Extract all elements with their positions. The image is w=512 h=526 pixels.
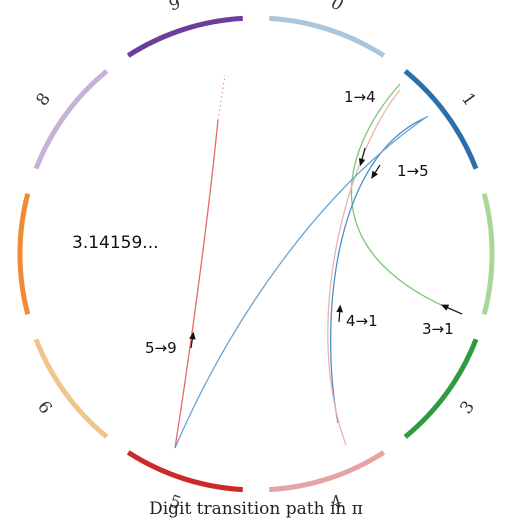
- digit-label-3: 3: [456, 397, 479, 418]
- ring-segment-1: [405, 71, 476, 169]
- digit-label-2: 2: [509, 249, 512, 260]
- digit-label-6: 6: [33, 397, 56, 418]
- ring-segment-7: [20, 194, 28, 315]
- digit-ring: [20, 18, 492, 489]
- digit-label-9: 9: [167, 0, 183, 16]
- digit-label-1: 1: [457, 89, 480, 110]
- ring-segment-3: [405, 339, 476, 437]
- arrow-1-4: [361, 148, 365, 163]
- arrow-1-5: [373, 165, 380, 176]
- ring-segment-9: [128, 18, 243, 55]
- digit-label-0: 0: [329, 0, 346, 16]
- transition-label-4-1: 4→1: [346, 312, 378, 330]
- diagram-caption: Digit transition path in π: [149, 499, 363, 519]
- ring-segment-5: [128, 452, 243, 489]
- arrow-4-1: [339, 308, 340, 322]
- transition-label-1-4: 1→4: [344, 88, 376, 106]
- transition-label-1-5: 1→5: [397, 162, 429, 180]
- transition-curve-3-1: [351, 84, 462, 314]
- ring-segment-0: [269, 18, 384, 55]
- center-text: 3.14159...: [72, 233, 159, 253]
- digit-label-7: 7: [0, 249, 4, 260]
- arrow-3-1: [444, 306, 462, 314]
- ring-segment-4: [269, 452, 384, 489]
- transition-label-5-9: 5→9: [145, 339, 177, 357]
- ring-segment-6: [36, 339, 107, 437]
- transition-curve-5-9-fade: [218, 75, 225, 120]
- transition-label-3-1: 3→1: [422, 320, 454, 338]
- digit-label-8: 8: [32, 89, 55, 110]
- ring-segment-8: [36, 71, 107, 169]
- transition-curve-5-9: [175, 120, 218, 448]
- ring-segment-2: [484, 194, 492, 315]
